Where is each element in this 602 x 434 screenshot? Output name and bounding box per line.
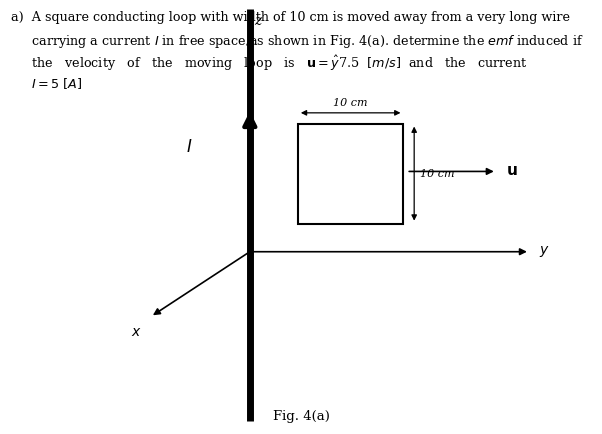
Text: $y$: $y$ [539,244,550,259]
Text: Fig. 4(a): Fig. 4(a) [273,410,329,423]
Text: $x$: $x$ [131,326,141,339]
Bar [298,124,403,224]
Text: z: z [254,14,261,28]
Text: the   velocity   of   the   moving   loop   is   $\mathbf{u} = \hat{y}$7.5  $[m/: the velocity of the moving loop is $\mat… [11,54,527,73]
Text: $\mathbf{u}$: $\mathbf{u}$ [506,164,517,178]
Text: a)  A square conducting loop with width of 10 cm is moved away from a very long : a) A square conducting loop with width o… [11,11,570,24]
Text: $I$: $I$ [187,139,193,156]
Text: 10 cm: 10 cm [420,168,455,179]
Text: $I = 5$ $[A]$: $I = 5$ $[A]$ [11,76,82,91]
Text: carrying a current $I$ in free space as shown in Fig. 4(a). determine the $emf$ : carrying a current $I$ in free space as … [11,33,583,49]
Text: 10 cm: 10 cm [334,98,368,108]
